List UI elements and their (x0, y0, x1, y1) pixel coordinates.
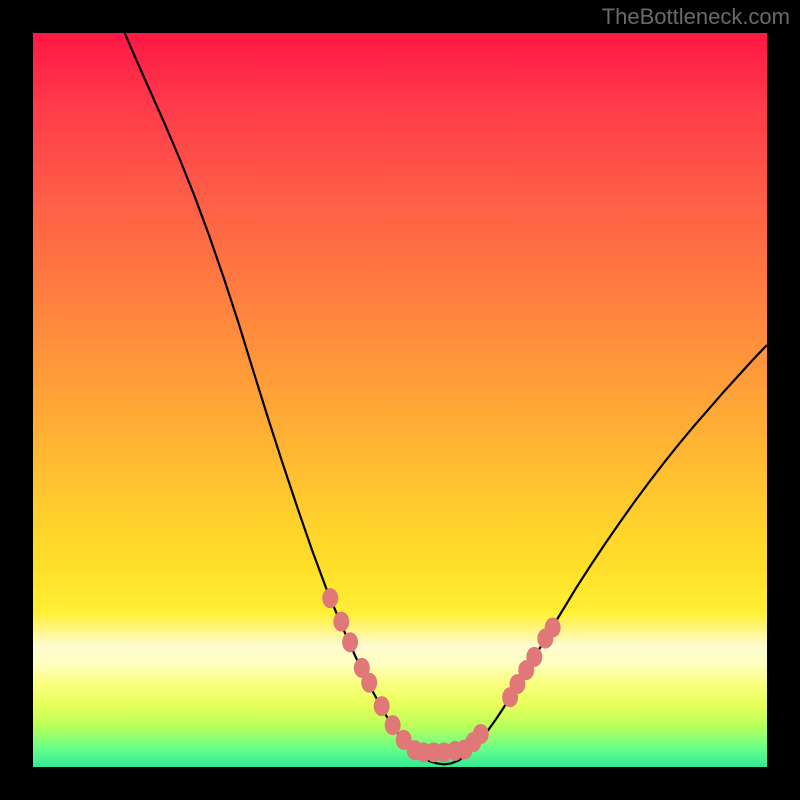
chart-svg (33, 33, 767, 767)
data-marker (385, 715, 401, 735)
data-marker (526, 647, 542, 667)
data-marker (322, 588, 338, 608)
chart-background (33, 33, 767, 767)
watermark-text: TheBottleneck.com (602, 4, 790, 30)
data-marker (342, 632, 358, 652)
data-marker (333, 612, 349, 632)
data-marker (374, 696, 390, 716)
data-marker (545, 618, 561, 638)
data-marker (361, 673, 377, 693)
data-marker (473, 724, 489, 744)
